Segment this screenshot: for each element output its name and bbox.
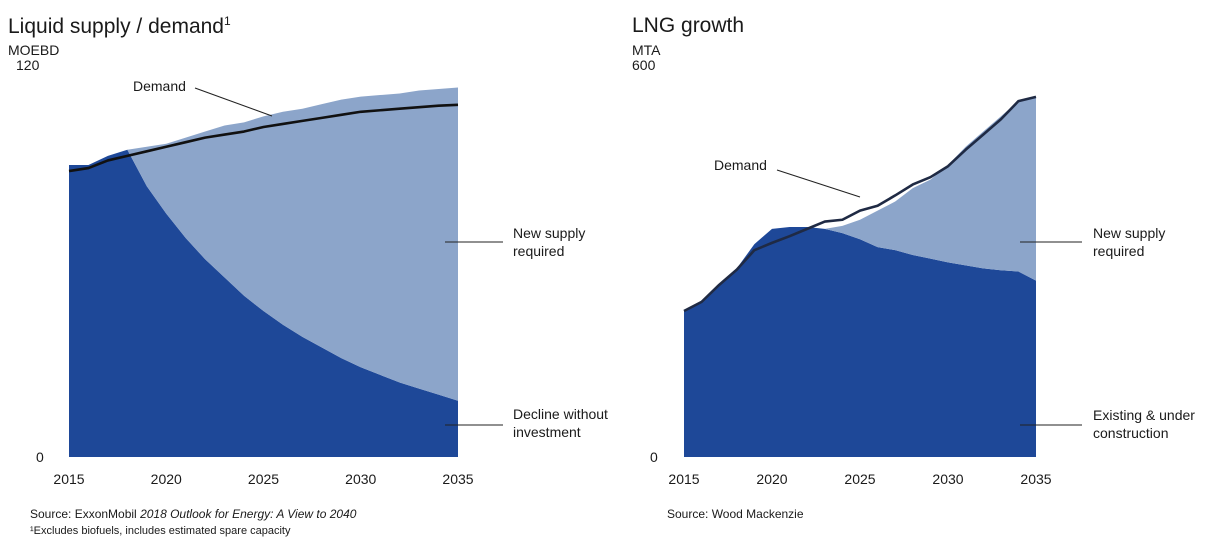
x-tick-label: 2035 — [442, 471, 473, 487]
chart-liquid-supply-demand: 2015 2020 2025 2030 2035 120 0 Demand New supply… — [16, 57, 608, 487]
x-tick-label: 2020 — [756, 471, 787, 487]
chart-title-footnote-mark: 1 — [223, 14, 231, 28]
source-publication: 2018 Outlook for Energy: A View to 2040 — [140, 507, 357, 521]
chart-panel-liquid: Liquid supply / demand1 MOEBD 2015 2020 20… — [8, 14, 608, 537]
chart-panel-lng: LNG growth MTA 2015 2020 2025 2030 2035 600 0 D… — [620, 0, 1220, 550]
source-prefix: Source: ExxonMobil — [30, 507, 141, 521]
area-new-supply-required — [684, 96, 1036, 311]
x-tick-label: 2020 — [151, 471, 182, 487]
annotation-label: Demand — [133, 78, 186, 94]
annotation-label: New supply required — [1093, 225, 1165, 259]
chart-title-liquid-text: Liquid supply / demand — [8, 15, 224, 38]
chart-title-liquid: Liquid supply / demand1 — [8, 14, 231, 39]
chart-lng-growth: 2015 2020 2025 2030 2035 600 0 Demand New supply… — [632, 57, 1195, 487]
y-tick-label-top: 600 — [632, 57, 656, 73]
y-tick-label-zero: 0 — [36, 449, 44, 465]
footnote-liquid: ¹Excludes biofuels, includes estimated s… — [30, 525, 291, 537]
x-tick-label: 2035 — [1020, 471, 1051, 487]
annotation-label: Demand — [714, 157, 767, 173]
annotation-leader-line — [194, 87, 273, 117]
x-tick-label: 2025 — [248, 471, 279, 487]
y-tick-label-top: 120 — [16, 57, 40, 73]
x-tick-label: 2030 — [932, 471, 963, 487]
chart-title-lng: LNG growth — [632, 14, 745, 37]
area-new-supply-required — [69, 87, 458, 401]
annotation-label: Decline without investment — [513, 406, 608, 440]
annotation-leader-line — [776, 169, 861, 198]
source-note-liquid: Source: ExxonMobil 2018 Outlook for Ener… — [30, 507, 356, 521]
annotation-label: New supply required — [513, 225, 585, 259]
x-tick-label: 2015 — [668, 471, 699, 487]
line-demand — [683, 95, 1037, 313]
chart-unit-lng: MTA — [632, 42, 661, 58]
x-tick-label: 2025 — [844, 471, 875, 487]
area-existing-under-construction — [684, 227, 1036, 457]
y-tick-label-zero: 0 — [650, 449, 658, 465]
annotation-label: Existing & under construction — [1093, 407, 1195, 441]
x-tick-label: 2030 — [345, 471, 376, 487]
line-demand — [68, 103, 459, 173]
area-decline-without-investment — [69, 149, 458, 457]
chart-unit-liquid: MOEBD — [8, 42, 60, 58]
source-note-lng: Source: Wood Mackenzie — [667, 507, 804, 521]
x-tick-label: 2015 — [53, 471, 84, 487]
